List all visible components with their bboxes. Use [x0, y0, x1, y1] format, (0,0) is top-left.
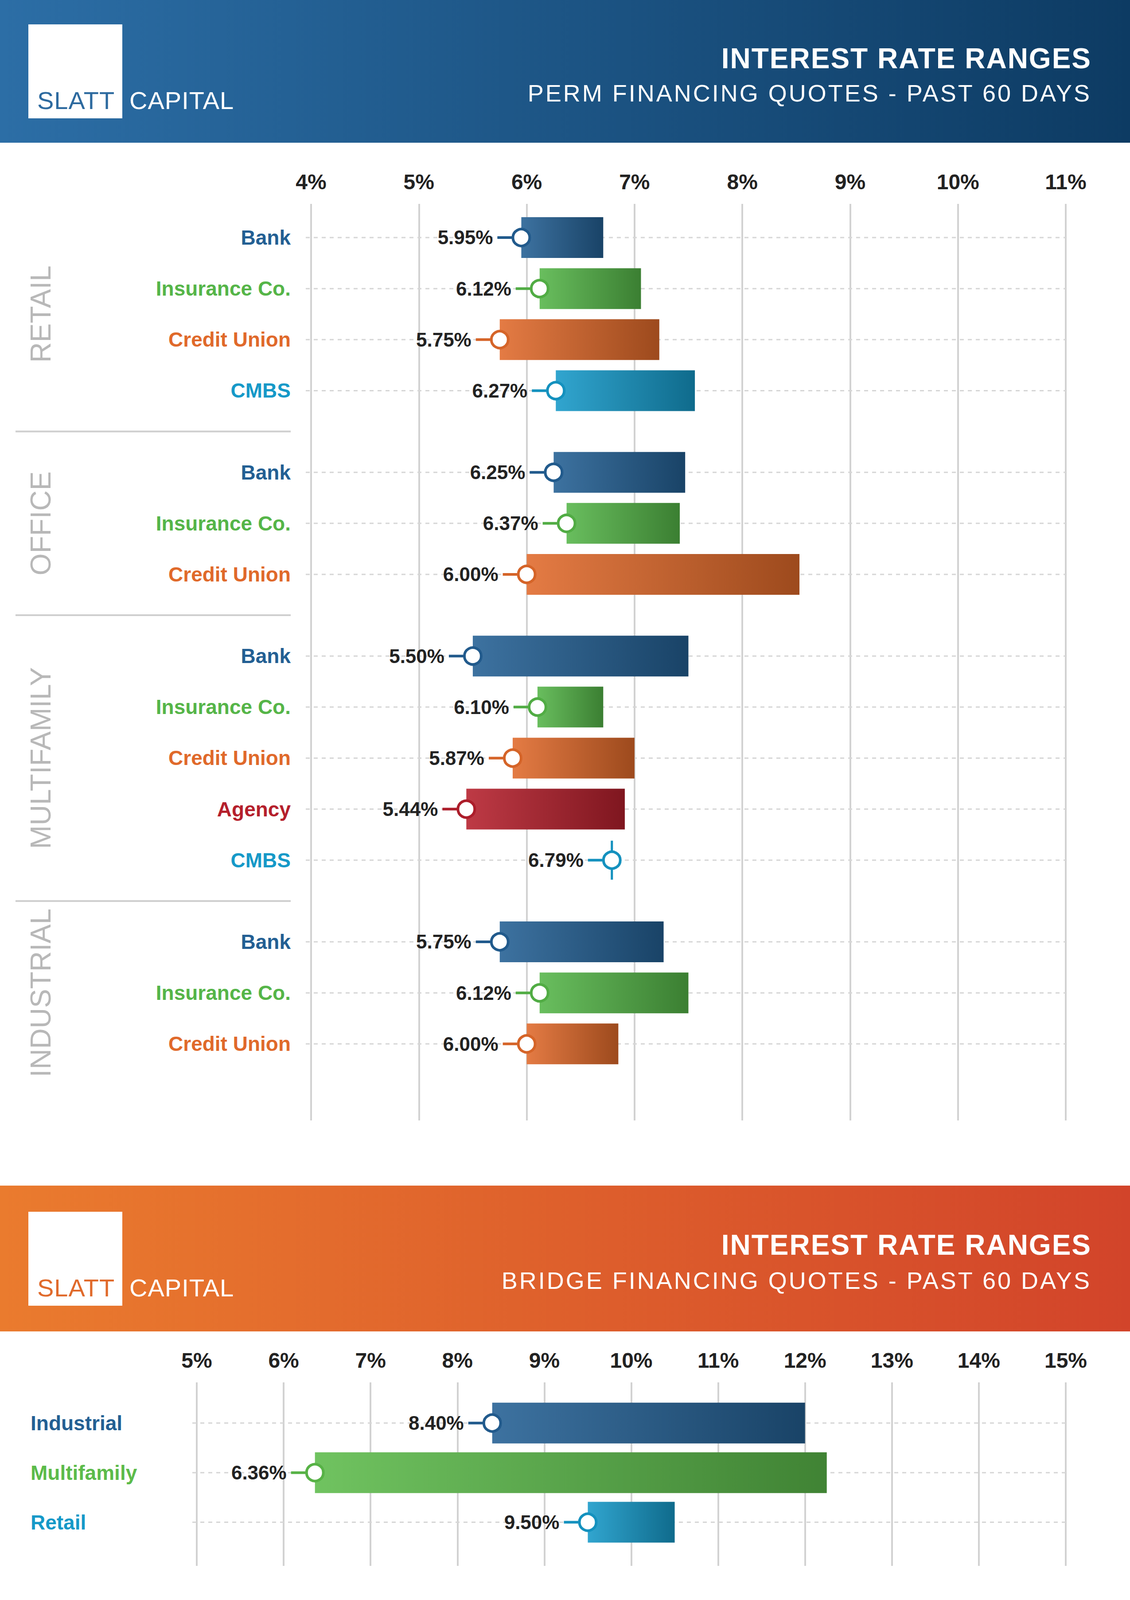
html-text:SLATT: SLATT: [37, 1273, 115, 1302]
html-text:INTEREST RATE RANGES: INTEREST RATE RANGES: [721, 1228, 1092, 1261]
svg-text:5.44%: 5.44%: [382, 798, 439, 820]
html-text:BRIDGE FINANCING QUOTES - PAST: BRIDGE FINANCING QUOTES - PAST 60 DAYS: [501, 1266, 1092, 1294]
svg-text:15%: 15%: [1044, 1348, 1088, 1372]
svg-text:10%: 10%: [609, 1348, 653, 1372]
svg-text:12%: 12%: [783, 1348, 827, 1372]
html-text:CAPITAL: CAPITAL: [129, 86, 235, 115]
svg-text:8%: 8%: [726, 170, 758, 194]
svg-text:5.75%: 5.75%: [416, 930, 472, 953]
svg-text:Bank: Bank: [241, 226, 292, 250]
svg-text:INDUSTRIAL: INDUSTRIAL: [24, 908, 57, 1078]
svg-text:9%: 9%: [529, 1348, 560, 1372]
svg-text:MULTIFAMILY: MULTIFAMILY: [24, 666, 57, 849]
svg-text:CMBS: CMBS: [230, 378, 291, 402]
svg-text:Bank: Bank: [241, 460, 292, 484]
svg-text:7%: 7%: [619, 170, 650, 194]
html-text:SLATT: SLATT: [37, 86, 115, 115]
svg-text:8.40%: 8.40%: [408, 1411, 464, 1434]
svg-text:6.27%: 6.27%: [471, 379, 528, 402]
html-text:PERM FINANCING QUOTES - PAST 6: PERM FINANCING QUOTES - PAST 60 DAYS: [527, 79, 1092, 107]
svg-text:Insurance Co.: Insurance Co.: [155, 276, 291, 301]
html-text:CAPITAL: CAPITAL: [129, 1273, 235, 1302]
svg-text:6.12%: 6.12%: [455, 981, 512, 1004]
svg-text:Industrial: Industrial: [30, 1411, 123, 1435]
svg-text:7%: 7%: [355, 1348, 386, 1372]
svg-text:Insurance Co.: Insurance Co.: [155, 981, 291, 1005]
svg-text:CMBS: CMBS: [230, 848, 291, 872]
svg-text:5.50%: 5.50%: [389, 645, 445, 667]
svg-text:Credit Union: Credit Union: [168, 562, 291, 586]
svg-text:Agency: Agency: [217, 797, 292, 821]
svg-text:6.00%: 6.00%: [443, 563, 499, 585]
svg-text:4%: 4%: [295, 170, 327, 194]
svg-text:Multifamily: Multifamily: [30, 1461, 138, 1485]
svg-text:11%: 11%: [1044, 170, 1087, 194]
svg-text:9.50%: 9.50%: [504, 1511, 560, 1533]
svg-text:14%: 14%: [957, 1348, 1001, 1372]
svg-text:Bank: Bank: [241, 644, 292, 668]
svg-text:6.12%: 6.12%: [455, 277, 512, 300]
svg-text:OFFICE: OFFICE: [24, 471, 57, 576]
svg-text:8%: 8%: [442, 1348, 473, 1372]
svg-text:9%: 9%: [834, 170, 866, 194]
svg-text:6.37%: 6.37%: [483, 512, 539, 534]
svg-text:Insurance Co.: Insurance Co.: [155, 511, 291, 535]
svg-text:5.75%: 5.75%: [416, 328, 472, 351]
svg-text:6.36%: 6.36%: [231, 1461, 287, 1484]
svg-text:Retail: Retail: [30, 1510, 86, 1534]
svg-text:6.00%: 6.00%: [443, 1032, 499, 1055]
svg-text:Credit Union: Credit Union: [168, 1032, 291, 1056]
svg-text:6.79%: 6.79%: [528, 849, 584, 871]
svg-text:Bank: Bank: [241, 930, 292, 954]
svg-text:5.87%: 5.87%: [428, 747, 485, 769]
svg-text:6.25%: 6.25%: [470, 461, 526, 484]
svg-text:5%: 5%: [181, 1348, 212, 1372]
html-text:INTEREST RATE RANGES: INTEREST RATE RANGES: [721, 42, 1092, 75]
svg-text:5%: 5%: [403, 170, 435, 194]
svg-text:13%: 13%: [870, 1348, 914, 1372]
svg-text:Insurance Co.: Insurance Co.: [155, 695, 291, 719]
svg-text:Credit Union: Credit Union: [168, 746, 291, 770]
svg-text:10%: 10%: [936, 170, 980, 194]
svg-text:5.95%: 5.95%: [437, 226, 494, 249]
svg-text:11%: 11%: [697, 1348, 739, 1372]
svg-text:Credit Union: Credit Union: [168, 327, 291, 351]
svg-text:RETAIL: RETAIL: [24, 265, 57, 363]
svg-text:6%: 6%: [511, 170, 542, 194]
svg-text:6.10%: 6.10%: [453, 696, 510, 718]
svg-text:6%: 6%: [268, 1348, 299, 1372]
